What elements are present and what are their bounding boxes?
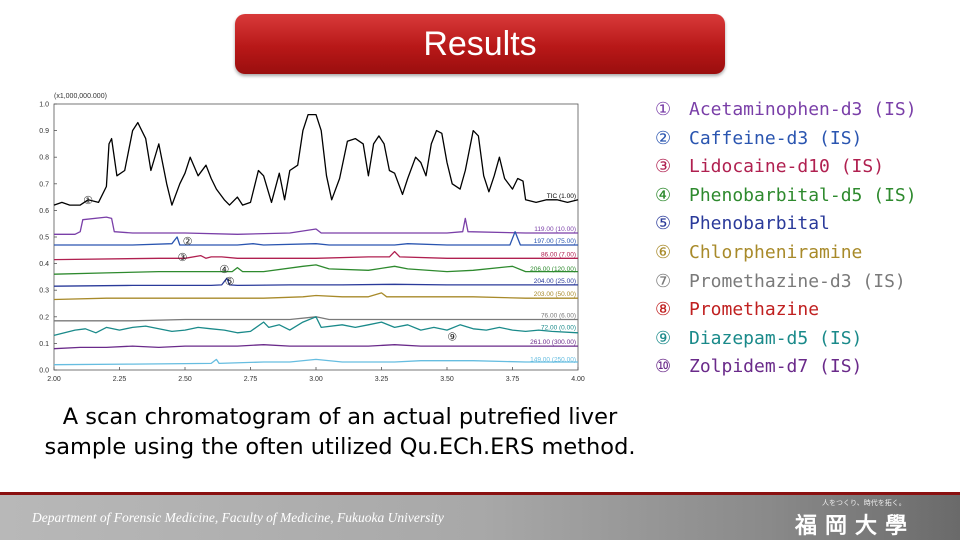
- legend-item: ③ Lidocaine-d10 (IS): [655, 153, 955, 182]
- slide-title: Results: [423, 25, 537, 63]
- legend-label: Promethazine: [689, 299, 820, 321]
- legend-label: Phenobarbital-d5 (IS): [689, 184, 917, 206]
- x-tick-label: 2.75: [244, 376, 258, 383]
- series-line: [53, 344, 578, 350]
- series-label: 203.00 (50.00): [534, 291, 576, 298]
- peak-label: ①: [83, 194, 93, 207]
- university-logo: 福岡大學: [794, 513, 915, 537]
- series-line: [53, 113, 579, 206]
- legend-label: Lidocaine-d10 (IS): [689, 156, 885, 178]
- legend-number: ①: [655, 99, 672, 120]
- legend-number: ⑩: [655, 356, 672, 378]
- x-tick-label: 2.50: [178, 376, 192, 383]
- y-tick-label: 0.4: [39, 261, 49, 268]
- peak-label: ③: [177, 251, 187, 264]
- chromatogram-svg: (x1,000,000.000) 0.0 0.1 0.2 0.3 0.4 0.5 0.6 0.7…: [39, 93, 585, 383]
- footer-bar: Department of Forensic Medicine, Faculty…: [0, 492, 960, 540]
- series-line: [53, 264, 578, 275]
- legend-item: ④ Phenobarbital-d5 (IS): [655, 182, 955, 211]
- series-line: [53, 250, 578, 261]
- series-label: 197.00 (75.00): [534, 238, 576, 245]
- x-tick-label: 2.25: [113, 376, 127, 383]
- legend-item: ⑤ Phenobarbital: [655, 210, 955, 239]
- x-tick-label: 3.75: [506, 376, 520, 383]
- y-tick-label: 0.8: [39, 155, 49, 162]
- peak-label: ⑨: [447, 331, 457, 344]
- series-label: 149.00 (250.00): [530, 356, 576, 363]
- compound-legend: ① Acetaminophen-d3 (IS) ② Caffeine-d3 (IS) ③…: [655, 96, 955, 382]
- peak-label: ②: [183, 235, 193, 248]
- legend-number: ⑦: [655, 270, 672, 292]
- legend-item: ⑩ Zolpidem-d7 (IS): [655, 353, 955, 382]
- series-label: TIC (1.00): [547, 193, 576, 200]
- legend-number: ⑤: [655, 213, 672, 235]
- legend-label: Phenobarbital: [689, 213, 830, 235]
- title-bar: Results: [235, 14, 725, 74]
- series-line: [53, 316, 579, 337]
- series-line: [53, 292, 578, 301]
- y-tick-label: 0.2: [39, 314, 49, 321]
- legend-label: Chlorpheniramine: [689, 241, 863, 263]
- logo-text: 福岡大學: [794, 513, 915, 537]
- y-tick-label: 1.0: [39, 102, 49, 109]
- series-line: [53, 358, 578, 366]
- legend-label: Acetaminophen-d3 (IS): [689, 99, 917, 120]
- legend-label: Promethazine-d3 (IS): [689, 270, 906, 292]
- figure-caption: A scan chromatogram of an actual putrefi…: [44, 404, 636, 460]
- legend-label: Caffeine-d3 (IS): [689, 127, 863, 149]
- x-tick-label: 2.00: [47, 376, 61, 383]
- series-line: [54, 316, 578, 322]
- legend-label: Zolpidem-d7 (IS): [689, 356, 863, 378]
- x-tick-label: 4.00: [571, 376, 585, 383]
- legend-label: Diazepam-d5 (IS): [689, 327, 863, 349]
- legend-number: ⑥: [655, 241, 672, 263]
- y-tick-label: 0.1: [39, 341, 49, 348]
- series-line: [54, 231, 578, 246]
- legend-item: ② Caffeine-d3 (IS): [655, 125, 955, 154]
- x-tick-label: 3.00: [309, 376, 323, 383]
- legend-number: ②: [655, 127, 672, 149]
- y-multiplier-label: (x1,000,000.000): [54, 93, 107, 100]
- series-label: 86.00 (7.00): [541, 251, 576, 258]
- y-tick-label: 0.7: [39, 181, 49, 188]
- y-tick-label: 0.6: [39, 208, 49, 215]
- series-label: 76.00 (6.00): [541, 312, 576, 319]
- legend-item: ① Acetaminophen-d3 (IS): [655, 96, 955, 125]
- series-label: 72.00 (0.00): [541, 324, 576, 331]
- series-label: 261.00 (300.00): [530, 339, 576, 346]
- x-tick-label: 3.50: [440, 376, 454, 383]
- legend-item: ⑥ Chlorpheniramine: [655, 239, 955, 268]
- legend-item: ⑧ Promethazine: [655, 296, 955, 325]
- series-label: 206.00 (120.00): [530, 266, 576, 273]
- series-line: [54, 216, 578, 235]
- series-label: 204.00 (25.00): [534, 278, 576, 285]
- legend-number: ⑨: [655, 327, 672, 349]
- series-line: [53, 277, 578, 287]
- peak-label: ④: [219, 263, 229, 276]
- x-tick-label: 3.25: [375, 376, 389, 383]
- series-label: 119.00 (10.00): [534, 226, 576, 233]
- legend-number: ⑧: [655, 299, 672, 321]
- legend-number: ③: [655, 156, 672, 178]
- chromatogram-chart: (x1,000,000.000) 0.0 0.1 0.2 0.3 0.4 0.5 0.6 0.7…: [30, 86, 590, 386]
- footer-affiliation: Department of Forensic Medicine, Faculty…: [32, 510, 444, 525]
- y-tick-label: 0.5: [39, 235, 49, 242]
- y-tick-label: 0.3: [39, 288, 49, 295]
- legend-number: ④: [655, 184, 672, 206]
- legend-item: ⑨ Diazepam-d5 (IS): [655, 325, 955, 354]
- y-tick-label: 0.0: [39, 368, 49, 375]
- footer-tagline: 人をつくり、時代を拓く。: [822, 499, 906, 507]
- peak-label: ⑤: [225, 275, 235, 288]
- y-tick-label: 0.9: [39, 128, 49, 135]
- legend-item: ⑦ Promethazine-d3 (IS): [655, 268, 955, 297]
- plot-frame: [53, 103, 579, 371]
- footer-accent-line: [0, 492, 960, 495]
